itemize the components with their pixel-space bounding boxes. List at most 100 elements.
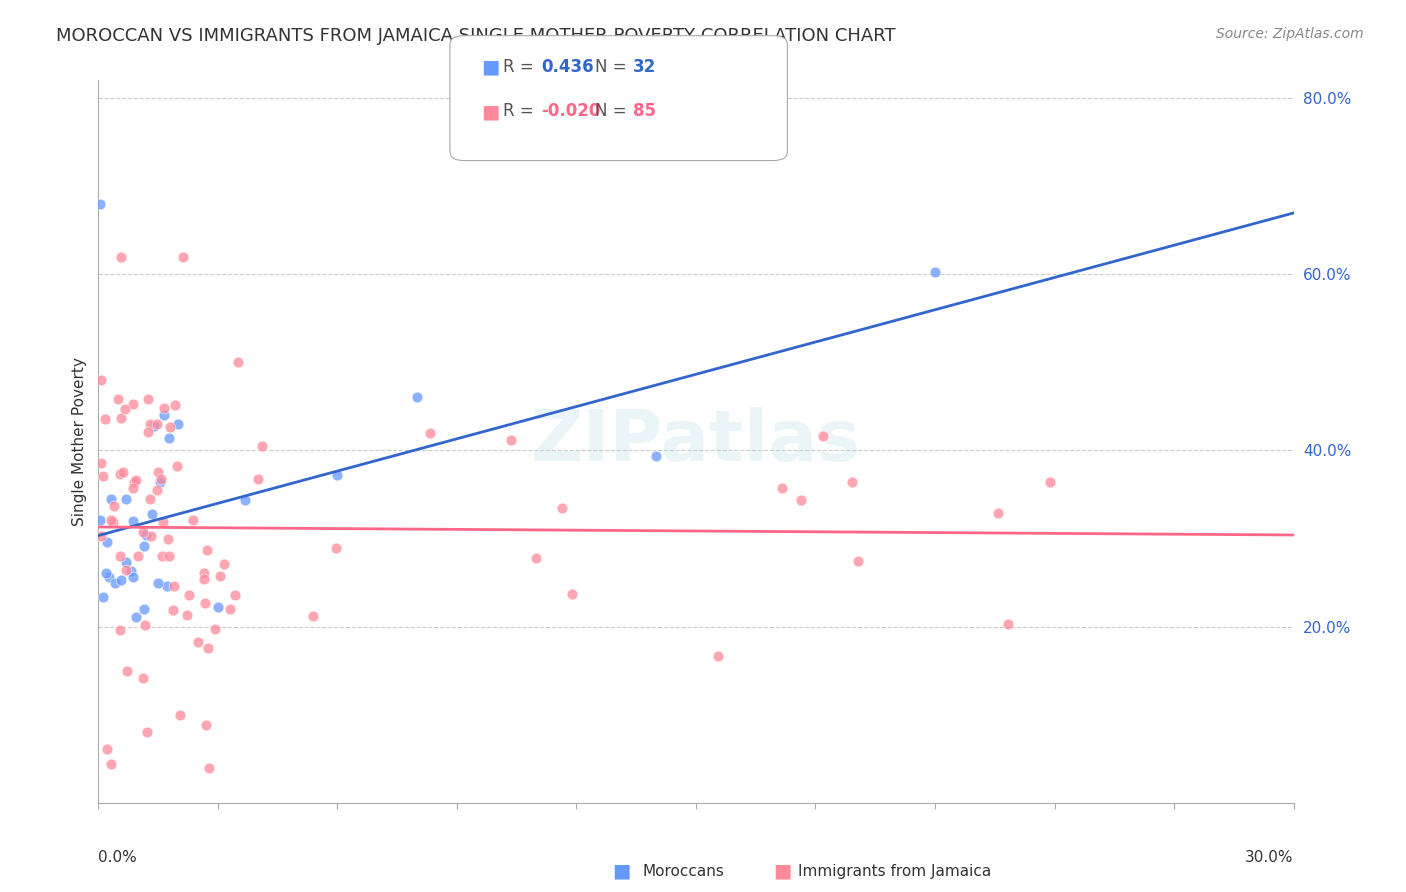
Point: [172, 250, 194, 264]
Text: -0.020: -0.020: [541, 103, 600, 120]
Text: R =: R =: [503, 103, 540, 120]
Point: [115, 563, 138, 577]
Point: [176, 608, 198, 623]
Point: [103, 499, 125, 513]
Point: [846, 554, 869, 568]
Point: [524, 550, 547, 565]
Text: 85: 85: [633, 103, 655, 120]
Text: N =: N =: [595, 58, 631, 76]
Text: MOROCCAN VS IMMIGRANTS FROM JAMAICA SINGLE MOTHER POVERTY CORRELATION CHART: MOROCCAN VS IMMIGRANTS FROM JAMAICA SING…: [56, 27, 896, 45]
Text: 0.0%: 0.0%: [98, 850, 138, 864]
Text: Source: ZipAtlas.com: Source: ZipAtlas.com: [1216, 27, 1364, 41]
Point: [156, 533, 179, 547]
Text: R =: R =: [503, 58, 540, 76]
Point: [194, 596, 217, 610]
Point: [125, 610, 148, 624]
Point: [112, 465, 135, 479]
Point: [148, 475, 170, 489]
Point: [108, 549, 131, 563]
Point: [91, 590, 114, 604]
Point: [924, 265, 946, 279]
Point: [551, 501, 574, 516]
Point: [419, 426, 441, 441]
Point: [195, 542, 218, 557]
Text: ZIPatlas: ZIPatlas: [531, 407, 860, 476]
Point: [148, 576, 170, 591]
Point: [127, 549, 149, 563]
Point: [987, 506, 1010, 520]
Point: [997, 616, 1019, 631]
Text: 32: 32: [633, 58, 657, 76]
Point: [107, 392, 129, 406]
Point: [146, 465, 169, 479]
Point: [139, 529, 162, 543]
Text: ■: ■: [613, 862, 631, 881]
Point: [789, 493, 811, 508]
Point: [131, 525, 153, 540]
Point: [150, 472, 173, 486]
Point: [96, 535, 118, 549]
Point: [93, 412, 115, 426]
Point: [132, 671, 155, 685]
Point: [156, 579, 179, 593]
Point: [139, 417, 162, 431]
Point: [159, 420, 181, 434]
Point: [166, 459, 188, 474]
Point: [179, 588, 201, 602]
Point: [195, 718, 218, 732]
Point: [163, 579, 186, 593]
Point: [121, 481, 143, 495]
Point: [153, 409, 176, 423]
Point: [187, 635, 209, 649]
Point: [198, 760, 221, 774]
Point: [115, 665, 138, 679]
Point: [94, 566, 117, 580]
Point: [169, 707, 191, 722]
Point: [770, 481, 793, 495]
Point: [246, 472, 269, 486]
Point: [138, 491, 160, 506]
Point: [326, 467, 349, 482]
Point: [162, 603, 184, 617]
Point: [226, 355, 249, 369]
Point: [142, 419, 165, 434]
Point: [100, 491, 122, 506]
Point: [136, 425, 159, 439]
Point: [212, 558, 235, 572]
Point: [157, 431, 180, 445]
Point: [406, 390, 429, 404]
Point: [89, 196, 111, 211]
Point: [121, 515, 143, 529]
Point: [90, 373, 112, 387]
Point: [110, 573, 132, 587]
Point: [207, 600, 229, 615]
Point: [561, 587, 583, 601]
Point: [110, 250, 132, 264]
Point: [90, 529, 112, 543]
Point: [135, 527, 157, 541]
Point: [110, 467, 132, 482]
Point: [108, 623, 131, 637]
Point: [136, 725, 159, 739]
Point: [841, 475, 863, 489]
Point: [120, 564, 142, 578]
Point: [193, 572, 215, 586]
Point: [183, 513, 205, 527]
Point: [136, 392, 159, 406]
Point: [104, 575, 127, 590]
Point: [100, 513, 122, 527]
Point: [165, 397, 187, 411]
Point: [197, 640, 219, 655]
Point: [110, 411, 132, 425]
Text: Immigrants from Jamaica: Immigrants from Jamaica: [797, 864, 991, 879]
Point: [146, 417, 169, 431]
Point: [90, 456, 112, 470]
Point: [114, 555, 136, 569]
Text: N =: N =: [595, 103, 631, 120]
Point: [193, 566, 215, 580]
Point: [100, 757, 122, 772]
Point: [167, 417, 190, 431]
Point: [224, 588, 246, 602]
Point: [302, 608, 325, 623]
Point: [96, 741, 118, 756]
